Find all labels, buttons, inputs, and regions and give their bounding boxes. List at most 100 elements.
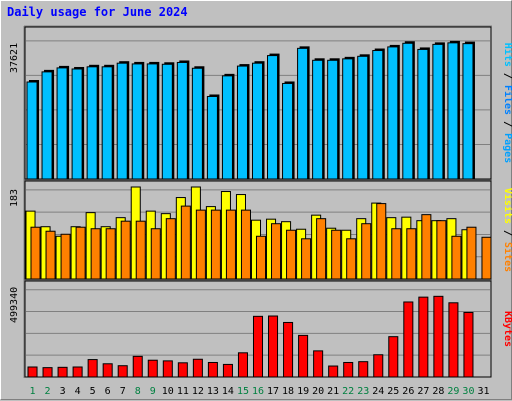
kbytes-bar [328, 365, 339, 378]
hits-bar [251, 62, 264, 180]
sites-bar [120, 220, 131, 280]
kbytes-bar [268, 315, 279, 378]
x-axis-day-label: 22 [342, 386, 354, 397]
kbytes-bar [147, 359, 158, 378]
sites-bar [255, 235, 267, 280]
sites-bar [105, 228, 116, 280]
kbytes-bar [433, 295, 444, 378]
sites-bar [436, 220, 447, 280]
hits-bar [447, 42, 459, 180]
x-axis-day-label: 31 [477, 386, 489, 397]
hits-bar [161, 63, 173, 180]
sites-bar [75, 226, 86, 280]
sites-bar [391, 228, 402, 280]
hits-bar [221, 75, 233, 180]
hits-bar [146, 63, 158, 180]
x-axis-day-label: 7 [120, 386, 126, 397]
x-axis-day-label: 23 [357, 386, 369, 397]
hits-bar [372, 50, 384, 180]
kbytes-bar [27, 366, 38, 378]
x-axis-day-label: 15 [237, 386, 249, 397]
x-axis-day-label: 8 [135, 386, 141, 397]
sites-bar [60, 233, 71, 280]
x-axis-day-label: 25 [387, 386, 399, 397]
sites-bar [481, 236, 492, 280]
sites-bar [210, 209, 221, 280]
kbytes-bar [192, 358, 203, 378]
x-axis-day-label: 29 [447, 386, 459, 397]
kbytes-bar [132, 355, 143, 378]
x-axis-day-label: 24 [372, 386, 384, 397]
hits-bar [297, 47, 309, 180]
kbytes-bar [313, 350, 324, 378]
kbytes-bar [388, 336, 399, 378]
kbytes-bar [463, 311, 474, 378]
hits-bar [176, 61, 188, 180]
hits-bar [26, 81, 38, 180]
kbytes-bar [162, 360, 173, 378]
kbytes-bar [403, 301, 414, 378]
panel-2-side-label: KBytes [502, 311, 512, 347]
side-label-separator: / [502, 67, 512, 85]
hits-bar [236, 65, 248, 180]
kbytes-bar [283, 321, 294, 378]
panel-0-side-label: Hits / Files / Pages [502, 43, 512, 163]
sites-bar [466, 226, 477, 280]
kbytes-bar [358, 361, 369, 378]
x-axis-day-label: 4 [75, 386, 81, 397]
hits-bar [357, 55, 369, 180]
sites-bar [301, 238, 312, 280]
x-axis-day-label: 17 [267, 386, 279, 397]
x-axis-day-label: 11 [177, 386, 189, 397]
kbytes-bar [207, 361, 218, 378]
hits-bar [71, 68, 83, 180]
x-axis-day-label: 30 [462, 386, 474, 397]
x-axis-day-label: 21 [327, 386, 339, 397]
kbytes-bar [343, 361, 354, 378]
sites-bar [376, 203, 387, 280]
hits-bar [417, 48, 429, 180]
hits-bar [191, 67, 203, 180]
side-label-part: Visits [502, 188, 512, 224]
side-label-separator: / [502, 115, 512, 133]
sites-bar [316, 218, 327, 280]
x-axis-day-label: 10 [162, 386, 174, 397]
panel-2-ymax-label: 499340 [9, 287, 20, 323]
x-axis-day-label: 2 [45, 386, 51, 397]
kbytes-bar [252, 315, 264, 378]
kbytes-bar [373, 354, 384, 378]
x-axis-day-label: 14 [222, 386, 234, 397]
sites-bar [165, 218, 176, 280]
side-label-part: Files [502, 85, 512, 115]
sites-bar [90, 228, 101, 280]
side-label-part: KBytes [502, 311, 512, 347]
hits-bar [387, 46, 399, 180]
panel-0-ymax-label: 37621 [9, 43, 20, 73]
kbytes-bar [298, 334, 309, 378]
side-label-part: Sites [502, 242, 512, 272]
hits-bar [312, 59, 324, 180]
x-axis-day-label: 20 [312, 386, 324, 397]
sites-bar [180, 205, 191, 280]
hits-bar [402, 42, 414, 180]
x-axis-day-label: 13 [207, 386, 219, 397]
sites-bar [406, 228, 417, 280]
hits-bar [282, 82, 294, 180]
sites-bar [331, 229, 342, 280]
sites-bar [361, 223, 372, 280]
kbytes-bar [222, 363, 233, 378]
sites-bar [150, 228, 161, 280]
kbytes-bar [102, 363, 113, 378]
kbytes-bar [117, 365, 128, 378]
side-label-separator: / [502, 224, 512, 242]
hits-bar [342, 58, 354, 180]
x-axis-day-label: 9 [150, 386, 156, 397]
chart-title: Daily usage for June 2024 [7, 5, 188, 19]
kbytes-bar [418, 296, 429, 378]
x-axis-day-label: 26 [402, 386, 414, 397]
x-axis-day-label: 5 [90, 386, 96, 397]
sites-bar [286, 229, 297, 280]
side-label-part: Hits [502, 43, 512, 67]
